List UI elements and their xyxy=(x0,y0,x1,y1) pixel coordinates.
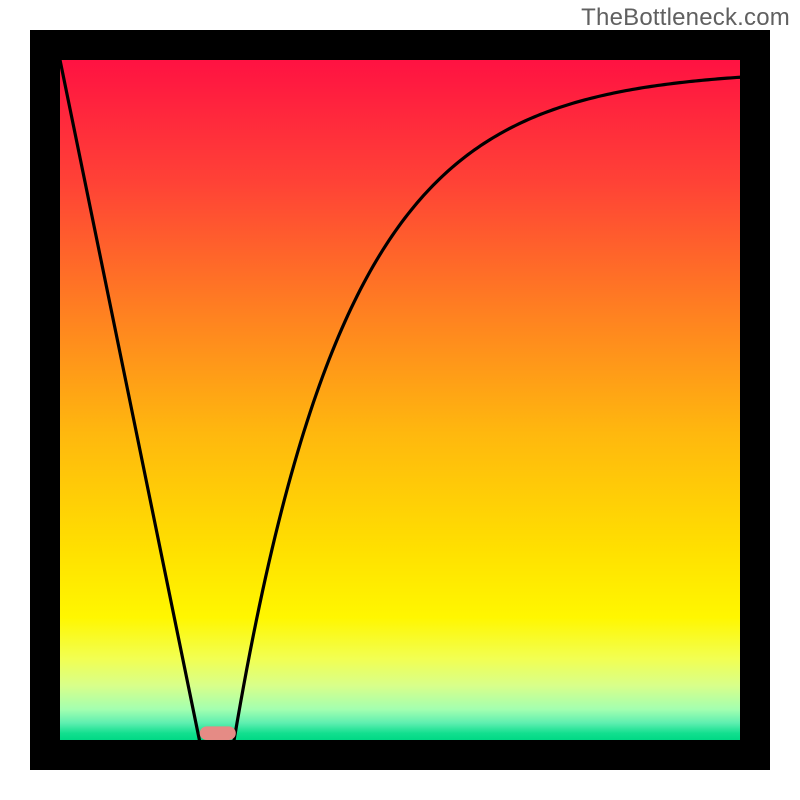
bottleneck-chart xyxy=(0,0,800,800)
chart-container: TheBottleneck.com xyxy=(0,0,800,800)
plot-background xyxy=(60,60,740,740)
optimal-marker xyxy=(200,726,236,740)
